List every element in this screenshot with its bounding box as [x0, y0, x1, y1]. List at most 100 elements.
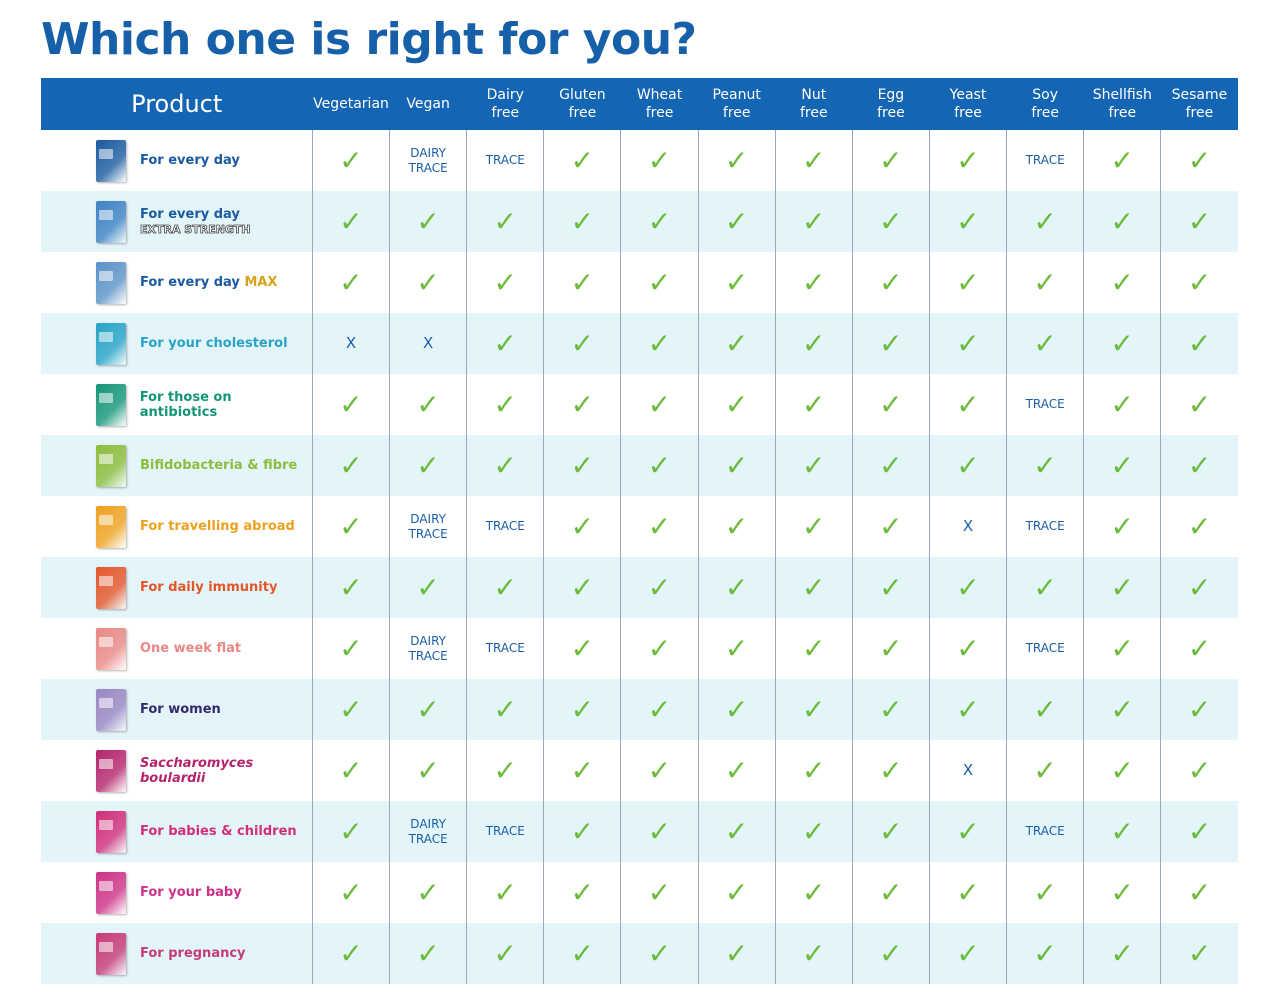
check-icon: ✓	[570, 631, 595, 665]
value-cell: ✓	[311, 130, 390, 191]
check-icon: ✓	[493, 448, 517, 482]
check-icon: ✓	[724, 692, 749, 726]
value-cell: ✓	[774, 252, 853, 313]
header-sesame: Sesame free	[1161, 78, 1238, 130]
product-name: For those on antibiotics	[140, 390, 312, 420]
check-icon: ✓	[647, 692, 672, 726]
check-icon: ✓	[570, 448, 595, 482]
table-row: For every day ✓ DAIRY TRACE TRACE ✓ ✓ ✓ ✓ ✓ ✓ TRAC…	[41, 130, 1238, 191]
value-cell: ✓	[851, 374, 930, 435]
value-cell: ✓	[1160, 496, 1238, 557]
trace-label: TRACE	[485, 824, 525, 838]
check-icon: ✓	[1187, 753, 1212, 787]
check-icon: ✓	[493, 326, 517, 360]
header-product: Product	[131, 90, 223, 118]
product-name-text: For every day	[140, 275, 240, 290]
check-icon: ✓	[879, 204, 903, 238]
check-icon: ✓	[647, 875, 672, 909]
value-cell: ✓	[1160, 618, 1238, 679]
value-cell: ✓	[466, 191, 544, 252]
value-cell: ✓	[1083, 252, 1161, 313]
value-cell: ✓	[1083, 618, 1161, 679]
value-cell: ✓	[774, 862, 853, 923]
value-cell: ✓	[774, 923, 853, 984]
check-icon: ✓	[339, 204, 363, 238]
check-icon: ✓	[1110, 814, 1134, 848]
check-icon: ✓	[802, 265, 826, 299]
value-cell: ✓	[311, 557, 390, 618]
value-cell: ✓	[697, 618, 776, 679]
value-cell: ✓	[466, 313, 544, 374]
check-icon: ✓	[802, 509, 826, 543]
value-cell: ✓	[851, 313, 930, 374]
value-cell: ✓	[1083, 801, 1161, 862]
value-cell: ✓	[543, 740, 621, 801]
check-icon: ✓	[493, 692, 517, 726]
check-icon: ✓	[802, 143, 826, 177]
value-cell: ✓	[543, 313, 621, 374]
header-shellfish: Shellfish free	[1084, 78, 1161, 130]
check-icon: ✓	[416, 265, 440, 299]
check-icon: ✓	[1110, 631, 1134, 665]
value-cell: ✓	[543, 374, 621, 435]
value-cell: ✓	[928, 679, 1007, 740]
check-icon: ✓	[1187, 875, 1212, 909]
check-icon: ✓	[802, 387, 826, 421]
check-icon: ✓	[802, 692, 826, 726]
value-cell: TRACE	[1006, 801, 1084, 862]
header-label: free	[491, 105, 520, 121]
trace-label: TRACE	[1025, 397, 1065, 411]
value-cell: ✓	[620, 496, 699, 557]
check-icon: ✓	[339, 875, 363, 909]
product-name-text: For travelling abroad	[140, 519, 295, 534]
check-icon: ✓	[1110, 875, 1134, 909]
value-cell: ✓	[1083, 313, 1161, 374]
product-name-text: One week flat	[140, 641, 242, 656]
value-cell: ✓	[1006, 740, 1084, 801]
check-icon: ✓	[879, 814, 903, 848]
value-cell: ✓	[620, 740, 699, 801]
value-cell: DAIRY TRACE	[389, 618, 467, 679]
header-label: free	[954, 105, 982, 121]
check-icon: ✓	[339, 387, 363, 421]
value-cell: ✓	[389, 679, 467, 740]
check-icon: ✓	[1187, 204, 1212, 238]
check-icon: ✓	[570, 387, 595, 421]
header-label: free	[799, 105, 828, 121]
check-icon: ✓	[1033, 875, 1057, 909]
trace-label: DAIRY TRACE	[408, 816, 448, 846]
value-cell: DAIRY TRACE	[389, 496, 467, 557]
header-soy: Soy free	[1007, 78, 1084, 130]
product-name: For every day	[140, 153, 240, 168]
value-cell: ✓	[466, 435, 544, 496]
value-cell: ✓	[1083, 862, 1161, 923]
check-icon: ✓	[724, 875, 749, 909]
trace-label: TRACE	[1025, 519, 1065, 533]
value-cell: ✓	[851, 862, 930, 923]
check-icon: ✓	[570, 814, 595, 848]
header-label: Nut	[801, 87, 827, 103]
check-icon: ✓	[570, 265, 595, 299]
check-icon: ✓	[493, 753, 517, 787]
value-cell: ✓	[697, 374, 776, 435]
header-vegetarian: Vegetarian	[312, 78, 389, 130]
value-cell: ✓	[1083, 374, 1161, 435]
value-cell: ✓	[1160, 252, 1238, 313]
header-wheat: Wheat free	[621, 78, 698, 130]
product-name: For your cholesterol	[140, 336, 288, 351]
check-icon: ✓	[1110, 387, 1134, 421]
check-icon: ✓	[879, 753, 903, 787]
product-cell: For every day	[41, 130, 312, 191]
check-icon: ✓	[339, 143, 363, 177]
product-name: For babies & children	[140, 824, 297, 839]
check-icon: ✓	[339, 265, 363, 299]
header-vegan: Vegan	[390, 78, 467, 130]
check-icon: ✓	[1033, 692, 1057, 726]
header-nut: Nut free	[775, 78, 852, 130]
check-icon: ✓	[570, 692, 595, 726]
check-icon: ✓	[1110, 448, 1134, 482]
table-row: Bifidobacteria & fibre ✓ ✓ ✓ ✓ ✓ ✓ ✓ ✓ ✓ ✓ ✓ ✓	[41, 435, 1238, 496]
value-cell: ✓	[543, 435, 621, 496]
trace-label: TRACE	[485, 153, 525, 167]
product-cell: One week flat	[41, 618, 312, 679]
